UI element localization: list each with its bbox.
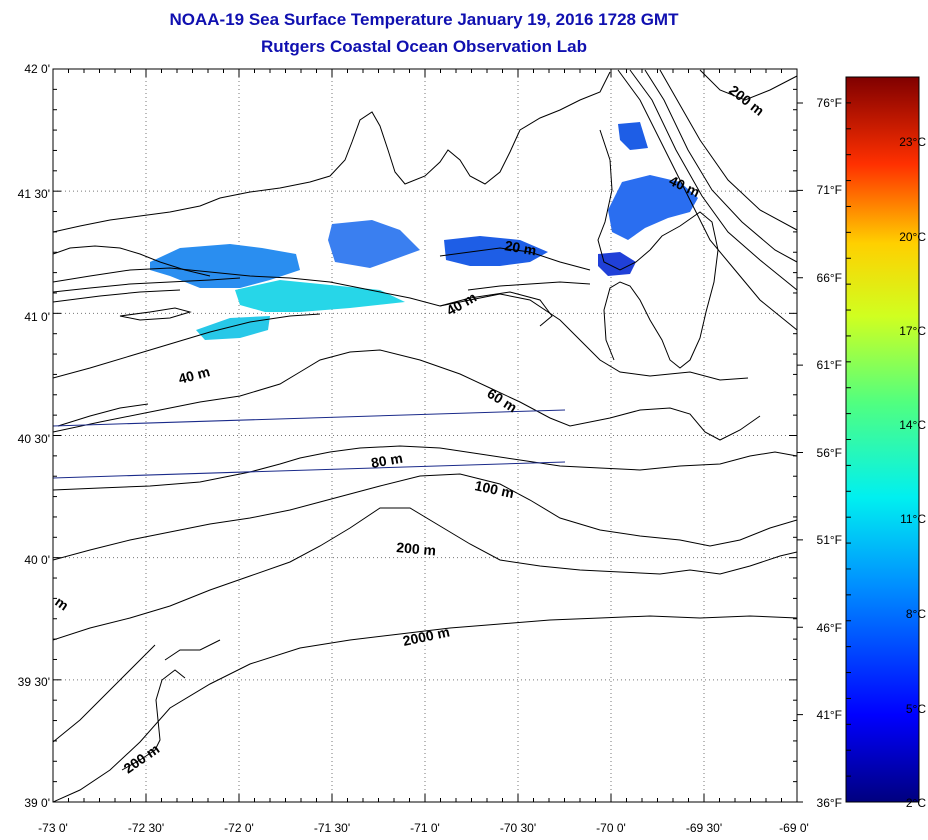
fahrenheit-label: 56°F — [817, 446, 842, 460]
fahrenheit-label: 46°F — [817, 621, 842, 635]
contour-label: 20 m — [503, 237, 537, 258]
fahrenheit-label: 66°F — [817, 271, 842, 285]
lon-label: -72 0' — [224, 821, 254, 835]
bathymetry-contours — [53, 69, 797, 802]
map-title: NOAA-19 Sea Surface Temperature January … — [169, 10, 679, 29]
contour-cape-200m — [617, 69, 797, 331]
fahrenheit-scale: 76°F 71°F 66°F 61°F 56°F 51°F 46°F 41°F … — [817, 96, 842, 810]
lat-labels: 42 0' 41 30' 41 0' 40 30' 40 0' 39 30' 3… — [18, 62, 50, 810]
celsius-label: 17°C — [899, 324, 926, 338]
celsius-label: 5°C — [906, 702, 926, 716]
lon-label: -73 0' — [38, 821, 68, 835]
contour-label: 200 m — [396, 539, 437, 558]
celsius-label: 11°C — [900, 512, 926, 526]
lat-label: 39 0' — [24, 796, 50, 810]
lat-label: 41 30' — [18, 187, 50, 201]
sst-patch-cape-south — [598, 252, 636, 276]
contour-label: 80 m — [370, 450, 404, 471]
contour-label: 40 m — [444, 289, 480, 319]
color-bar — [845, 76, 920, 803]
celsius-label: 20°C — [899, 230, 926, 244]
fahrenheit-label: 36°F — [817, 796, 842, 810]
celsius-scale: 23°C 20°C 17°C 14°C 11°C 8°C 5°C 2°C — [899, 135, 926, 810]
lon-label: -71 30' — [314, 821, 350, 835]
sst-data — [150, 122, 698, 340]
contour-label: 200 m — [121, 741, 163, 777]
contour-label: 200 m — [726, 82, 767, 119]
lat-label: 42 0' — [24, 62, 50, 76]
lat-label: 40 30' — [18, 432, 50, 446]
contour-2000m — [53, 615, 797, 802]
contour-cape-a — [629, 69, 797, 291]
contour-label: 2000 m — [401, 623, 451, 649]
sst-patch-west-warm — [235, 280, 405, 312]
lat-label: 39 30' — [18, 675, 50, 689]
contour-40m-west — [53, 313, 321, 379]
lon-label: -69 0' — [779, 821, 809, 835]
contour-80m — [53, 445, 797, 491]
celsius-label: 23°C — [899, 135, 926, 149]
contour-100m — [53, 473, 797, 561]
celsius-label: 14°C — [899, 418, 926, 432]
fahrenheit-label: 76°F — [817, 96, 842, 110]
lon-label: -71 0' — [410, 821, 440, 835]
lat-label: 40 0' — [24, 553, 50, 567]
lon-label: -70 0' — [596, 821, 626, 835]
lon-label: -70 30' — [500, 821, 536, 835]
contour-40m-north — [53, 267, 749, 381]
contour-label: 100 m — [473, 477, 515, 501]
fahrenheit-label: 51°F — [817, 533, 842, 547]
contour-label: 40 m — [177, 363, 212, 387]
fahrenheit-label: 41°F — [817, 708, 842, 722]
contour-60m — [53, 349, 761, 441]
contour-200m — [53, 507, 797, 641]
coastline — [53, 71, 719, 771]
lon-label: -69 30' — [686, 821, 722, 835]
sst-patch-cape-north — [618, 122, 648, 150]
map-subtitle: Rutgers Coastal Ocean Observation Lab — [261, 37, 587, 56]
contour-deep-sw — [164, 639, 221, 661]
sst-patch-cape — [608, 175, 698, 240]
contour-cape-d — [699, 69, 797, 101]
color-bar-ticks — [846, 76, 851, 803]
fahrenheit-label: 71°F — [817, 183, 842, 197]
celsius-label: 2°C — [906, 796, 926, 810]
contour-200m-sw — [53, 644, 156, 743]
contour-cape-b — [644, 69, 797, 263]
sst-patch-east — [444, 236, 548, 266]
celsius-label: 8°C — [906, 607, 926, 621]
contour-cape-c — [659, 69, 797, 231]
lon-labels: -73 0' -72 30' -72 0' -71 30' -71 0' -70… — [38, 821, 809, 835]
lat-label: 41 0' — [24, 310, 50, 324]
contour-20m — [439, 247, 591, 271]
lon-label: -72 30' — [128, 821, 164, 835]
fahrenheit-label: 61°F — [817, 358, 842, 372]
sst-patch-center — [328, 220, 420, 268]
sst-patch-south — [196, 316, 270, 340]
satellite-tracks — [53, 409, 566, 479]
map-ticks — [52, 68, 803, 803]
contour-label: 60 m — [484, 385, 520, 415]
contour-label: m — [52, 593, 71, 613]
